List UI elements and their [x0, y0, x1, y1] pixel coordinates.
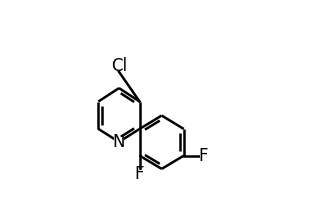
Text: Cl: Cl: [111, 57, 127, 75]
FancyBboxPatch shape: [136, 170, 143, 179]
Text: F: F: [199, 147, 208, 165]
FancyBboxPatch shape: [114, 137, 123, 147]
FancyBboxPatch shape: [200, 151, 207, 160]
Text: N: N: [113, 133, 125, 151]
Text: F: F: [135, 165, 144, 183]
FancyBboxPatch shape: [113, 62, 125, 71]
